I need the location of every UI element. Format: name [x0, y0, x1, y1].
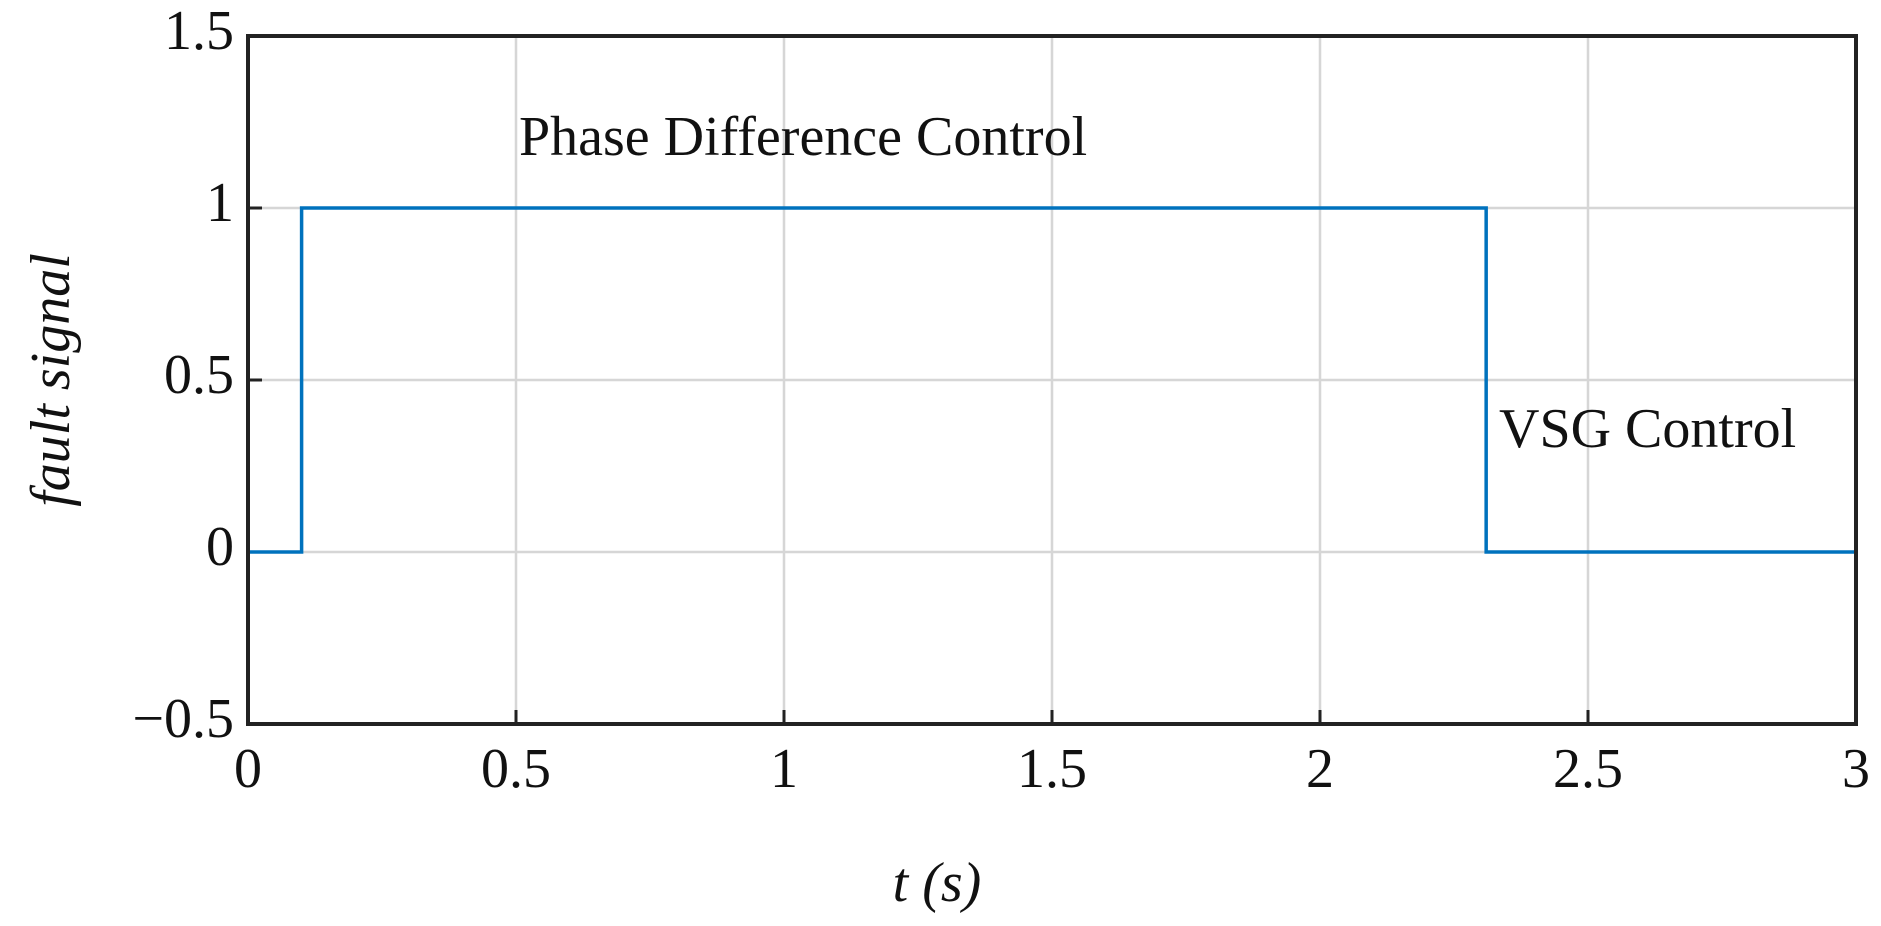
line: [248, 206, 1856, 554]
x-tick-label: 1: [770, 738, 798, 800]
x-tick-label: 0: [234, 738, 262, 800]
x-tick-label: 3: [1842, 738, 1870, 800]
y-axis-label: fault signal: [20, 253, 82, 507]
x-tick-label: 0.5: [481, 738, 551, 800]
plot-frame: [246, 34, 1858, 726]
x-tick-label: 2.5: [1553, 738, 1623, 800]
x-tick-label: 1.5: [1017, 738, 1087, 800]
annotation: VSG Control: [1499, 398, 1796, 460]
y-tick-label: −0.5: [132, 688, 234, 750]
x-tick-label: 2: [1306, 738, 1334, 800]
y-tick-label: 1: [206, 172, 234, 234]
y-tick-label: 0: [206, 516, 234, 578]
y-tick-label: 1.5: [164, 0, 234, 62]
x-axis-label: t (s): [893, 852, 982, 914]
annotation: Phase Difference Control: [519, 106, 1087, 168]
y-tick-label: 0.5: [164, 344, 234, 406]
